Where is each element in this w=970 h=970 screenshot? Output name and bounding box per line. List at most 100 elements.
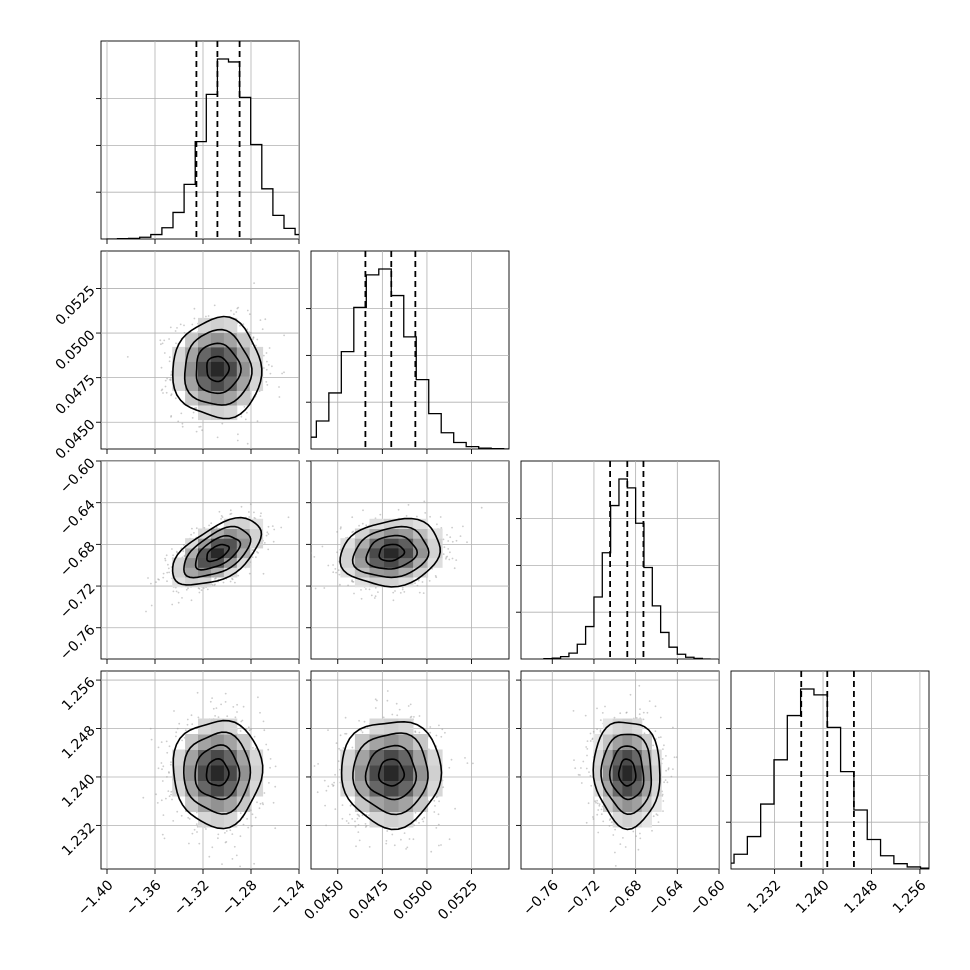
contour-1 [206, 543, 231, 563]
density-cell [236, 528, 251, 539]
scatter-point [437, 813, 440, 816]
scatter-point [190, 714, 193, 717]
scatter-point [344, 716, 347, 719]
scatter-point [357, 831, 360, 833]
scatter-point [168, 356, 171, 359]
scatter-point [451, 526, 453, 529]
scatter-point [163, 837, 166, 840]
scatter-point [267, 533, 270, 535]
scatter-point [442, 538, 445, 541]
scatter-point [428, 580, 431, 582]
scatter-point [235, 311, 238, 313]
scatter-point [368, 846, 371, 848]
density-cell [198, 718, 212, 735]
scatter-point [398, 708, 401, 711]
scatter-point [157, 767, 160, 770]
scatter-point [438, 724, 440, 727]
scatter-point [149, 727, 152, 730]
scatter-point [332, 571, 335, 574]
scatter-point [198, 842, 201, 845]
density-cell [384, 811, 399, 828]
scatter-point [313, 765, 316, 767]
scatter-point [424, 512, 427, 514]
scatter-point [195, 527, 198, 530]
density-cell [354, 734, 370, 750]
scatter-point [168, 378, 171, 381]
density-cell [223, 405, 238, 421]
scatter-point [395, 702, 398, 705]
scatter-point [230, 309, 232, 312]
density-cell [398, 557, 414, 568]
panel-grid [311, 251, 509, 449]
scatter-point [174, 330, 177, 332]
density-cell [185, 361, 199, 377]
scatter-point [244, 418, 247, 421]
density-cell [210, 557, 225, 568]
scatter-point [274, 765, 277, 768]
y-tick-label: −0.72 [57, 580, 99, 622]
scatter-point [252, 747, 254, 749]
scatter-point [168, 360, 171, 363]
panel-2-2 [516, 460, 720, 664]
density-cell [172, 780, 186, 797]
scatter-point [412, 838, 415, 841]
scatter-point [221, 863, 223, 865]
scatter-point [176, 727, 179, 730]
density-cell [236, 361, 251, 377]
scatter-point [357, 824, 360, 826]
scatter-point [662, 748, 664, 750]
density-cell [427, 749, 443, 766]
scatter-point [337, 569, 340, 572]
scatter-point [229, 829, 232, 832]
density-cell [172, 557, 186, 568]
scatter-point [349, 804, 352, 807]
density-cell [369, 718, 385, 735]
scatter-point [250, 728, 253, 731]
scatter-point [599, 729, 602, 732]
scatter-point [451, 557, 454, 560]
y-tick-label: 1.240 [59, 771, 99, 811]
scatter-point [335, 742, 338, 744]
scatter-point [455, 539, 458, 542]
density-cell [369, 749, 385, 766]
scatter-point [208, 855, 211, 858]
scatter-point [211, 583, 214, 586]
scatter-point [247, 826, 250, 829]
density-cell [223, 547, 238, 559]
scatter-point [448, 558, 451, 561]
scatter-point [167, 790, 170, 792]
scatter-point [251, 813, 254, 816]
scatter-point [334, 773, 336, 776]
scatter-point [252, 338, 254, 340]
density-cell [223, 346, 238, 362]
density-cell [223, 361, 238, 377]
scatter-point [165, 740, 168, 743]
density-cell [384, 518, 399, 529]
scatter-point [181, 597, 183, 599]
scatter-point [246, 442, 249, 445]
scatter-point [257, 696, 259, 699]
x-tick-label: 0.0475 [346, 877, 392, 923]
scatter-point [423, 816, 426, 819]
scatter-point [237, 306, 240, 309]
scatter-point [341, 817, 344, 820]
density-cell [369, 528, 385, 539]
scatter-point [433, 799, 436, 802]
scatter-point [234, 581, 236, 584]
scatter-point [147, 577, 149, 579]
density-cell [223, 796, 238, 812]
scatter-point [193, 307, 196, 310]
density-cell [172, 361, 186, 377]
scatter-point [366, 726, 369, 729]
density-cell [236, 346, 251, 362]
scatter-point [200, 589, 203, 591]
scatter-point [406, 846, 409, 849]
scatter-point [170, 793, 173, 796]
scatter-point [374, 698, 377, 701]
scatter-point [175, 590, 178, 593]
density-cell [236, 390, 251, 406]
scatter-point [344, 732, 346, 735]
scatter-point [167, 563, 169, 566]
scatter-point [164, 559, 167, 562]
scatter-point [250, 809, 252, 812]
